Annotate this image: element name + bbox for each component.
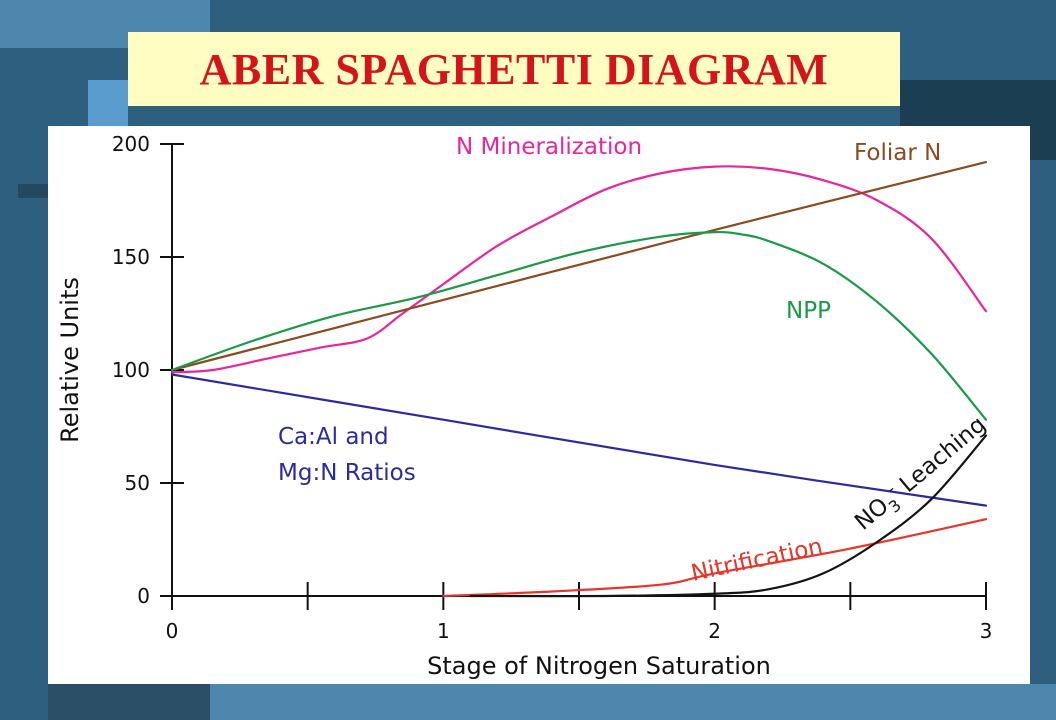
x-tick-label: 2 (708, 619, 721, 643)
series-line-n-mineralization (170, 165, 988, 374)
series-label-nitrification: Nitrification (689, 534, 825, 587)
series-label-ca-al-and-mg-n-ratios: Mg:N Ratios (278, 460, 416, 486)
decor-block-bottom-left (48, 684, 210, 720)
x-tick-label: 0 (166, 619, 179, 643)
series-line-no3-leaching (469, 434, 988, 598)
series-label-foliar-n: Foliar N (854, 140, 941, 166)
y-tick-label: 100 (112, 358, 150, 382)
x-axis-label: Stage of Nitrogen Saturation (427, 652, 771, 680)
line-chart: 0 50 100 150 200 0 1 2 3 Stage of Nitrogen Satur… (56, 132, 994, 680)
y-tick-label: 150 (112, 245, 150, 269)
series-label-ca-al-and-mg-n-ratios: Ca:Al and (278, 424, 389, 450)
chart-labels: Stage of Nitrogen Saturation Relative Uni… (56, 134, 994, 680)
chart-panel: 0 50 100 150 200 0 1 2 3 Stage of Nitrogen Satur… (48, 126, 1030, 684)
decor-bar-left (18, 184, 48, 198)
chart-series-lines (170, 160, 988, 598)
y-tick-label: 0 (137, 584, 150, 608)
series-label-no3-leaching: NO3- Leaching (848, 408, 995, 539)
x-tick-label: 1 (437, 619, 450, 643)
y-tick-label: 50 (125, 471, 150, 495)
slide-title-box: ABER SPAGHETTI DIAGRAM (128, 32, 900, 106)
y-axis-label: Relative Units (56, 277, 84, 443)
y-tick-label: 200 (112, 132, 150, 156)
decor-block-bottom (210, 684, 1056, 720)
series-line-npp (170, 230, 988, 421)
decor-block-left (88, 80, 128, 126)
series-label-npp: NPP (786, 298, 831, 324)
slide-title: ABER SPAGHETTI DIAGRAM (199, 44, 829, 94)
series-label-n-mineralization: N Mineralization (456, 134, 642, 160)
x-tick-label: 3 (980, 619, 993, 643)
series-line-foliar-n (170, 160, 988, 372)
series-line-ca-al-and-mg-n-ratios (170, 373, 988, 507)
